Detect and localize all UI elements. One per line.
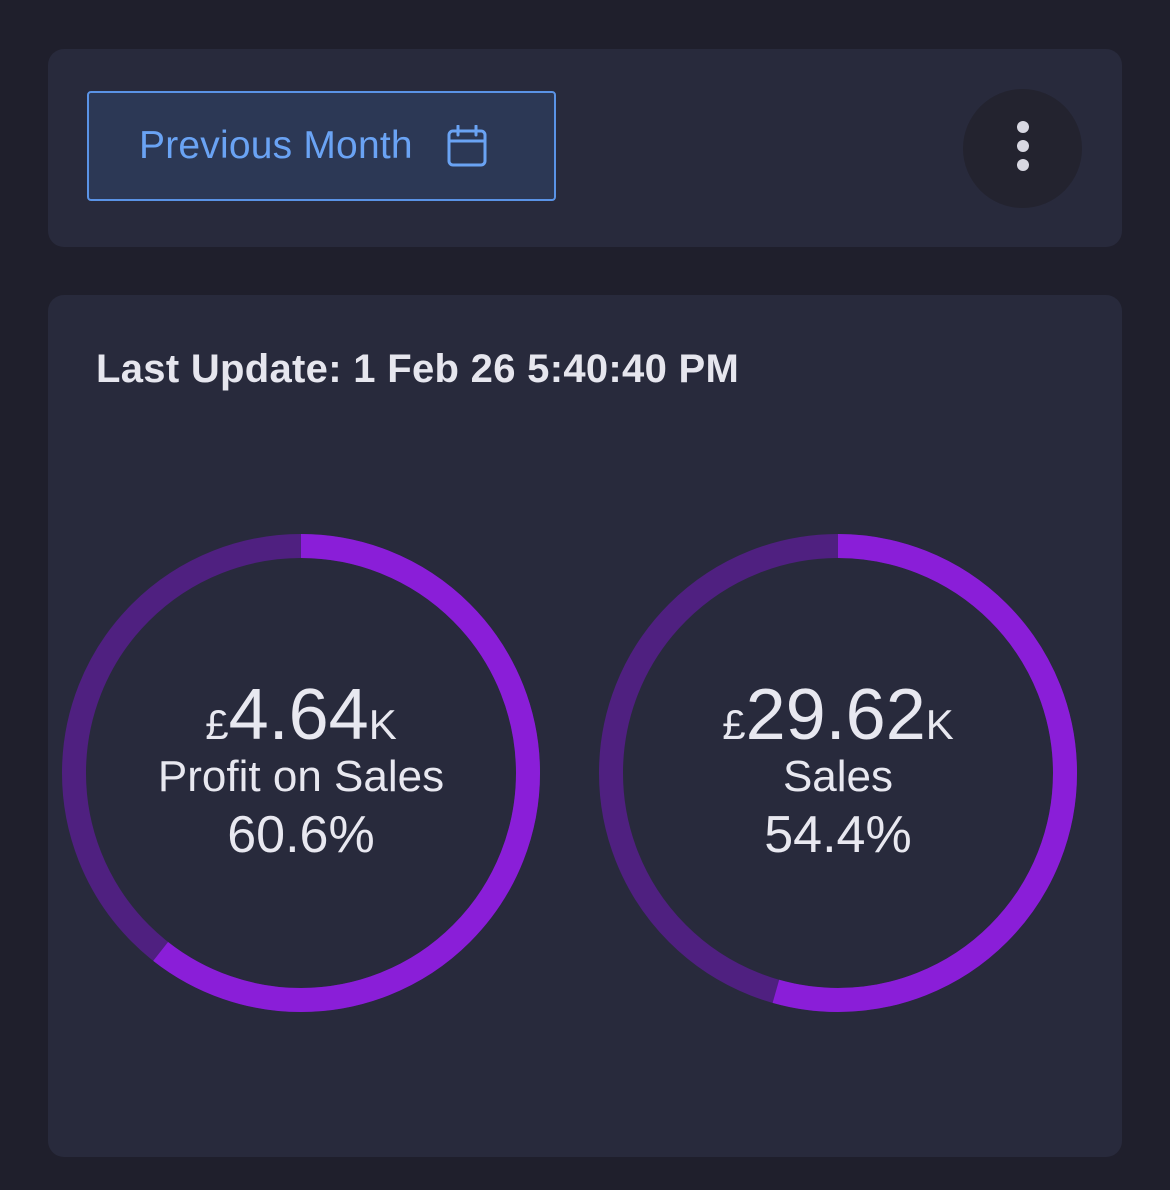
sales-unit: K (925, 701, 954, 749)
last-update-text: Last Update: 1 Feb 26 5:40:40 PM (96, 347, 740, 391)
profit-currency: £ (205, 701, 229, 749)
sales-value: £ 29.62 K (722, 679, 954, 751)
profit-unit: K (368, 701, 397, 749)
profit-percent: 60.6% (227, 806, 375, 865)
metrics-card: Last Update: 1 Feb 26 5:40:40 PM £ 4.64 … (48, 295, 1122, 1157)
sales-gauge-text: £ 29.62 K Sales 54.4% (598, 533, 1078, 1013)
sales-percent: 54.4% (764, 806, 912, 865)
profit-value: £ 4.64 K (205, 679, 397, 751)
period-label: Previous Month (139, 124, 413, 167)
period-selector-button[interactable]: Previous Month (87, 91, 556, 201)
sales-label: Sales (782, 752, 894, 802)
profit-ring (62, 534, 540, 1012)
profit-ring-fill (62, 534, 540, 1012)
profit-amount: 4.64 (228, 675, 369, 756)
more-options-button[interactable] (963, 89, 1082, 208)
more-vertical-icon (1015, 120, 1031, 177)
filter-bar: Previous Month (48, 49, 1122, 247)
profit-gauge[interactable]: £ 4.64 K Profit on Sales 60.6% (61, 533, 541, 1013)
profit-gauge-text: £ 4.64 K Profit on Sales 60.6% (61, 533, 541, 1013)
sales-amount: 29.62 (745, 675, 926, 756)
sales-currency: £ (722, 701, 746, 749)
sales-ring-fill (599, 534, 1077, 1012)
calendar-icon (447, 124, 487, 167)
sales-ring (599, 534, 1077, 1012)
sales-gauge[interactable]: £ 29.62 K Sales 54.4% (598, 533, 1078, 1013)
profit-label: Profit on Sales (157, 752, 445, 802)
